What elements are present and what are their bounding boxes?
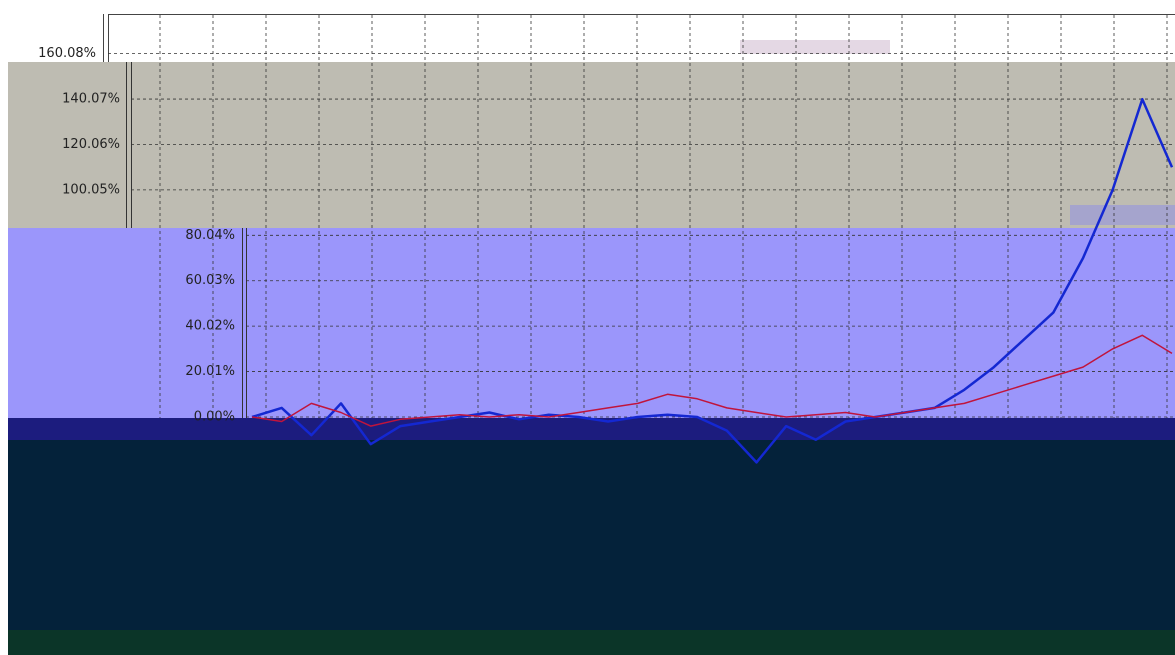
y-tick-label: 100.05%	[62, 182, 120, 197]
y-tick-label: 60.03%	[185, 273, 235, 288]
purple-panel	[8, 228, 1175, 418]
frame	[126, 62, 127, 228]
y-tick-label: 160.08%	[38, 46, 96, 61]
frame	[246, 228, 247, 418]
frame	[131, 62, 132, 228]
series-line	[251, 334, 1173, 427]
y-tick-label: 140.07%	[62, 92, 120, 107]
gray-panel	[8, 62, 1175, 228]
y-tick-label: 80.04%	[185, 228, 235, 243]
frame	[242, 228, 243, 418]
frame	[103, 14, 104, 62]
y-tick-label: 20.01%	[185, 364, 235, 379]
glitch-block	[740, 40, 890, 54]
series-line	[251, 97, 1174, 464]
glitch-strip	[8, 418, 1175, 440]
y-tick-label: 40.02%	[185, 319, 235, 334]
top-panel	[0, 0, 1175, 62]
frame	[108, 14, 1175, 15]
glitch-block	[1070, 205, 1175, 225]
vertical-grid	[159, 15, 1168, 418]
y-tick-label: 120.06%	[62, 137, 120, 152]
bottom-strip	[8, 630, 1175, 655]
frame	[108, 14, 109, 62]
y-tick-label: 0.00%	[194, 410, 235, 425]
dark-panel	[8, 440, 1175, 630]
